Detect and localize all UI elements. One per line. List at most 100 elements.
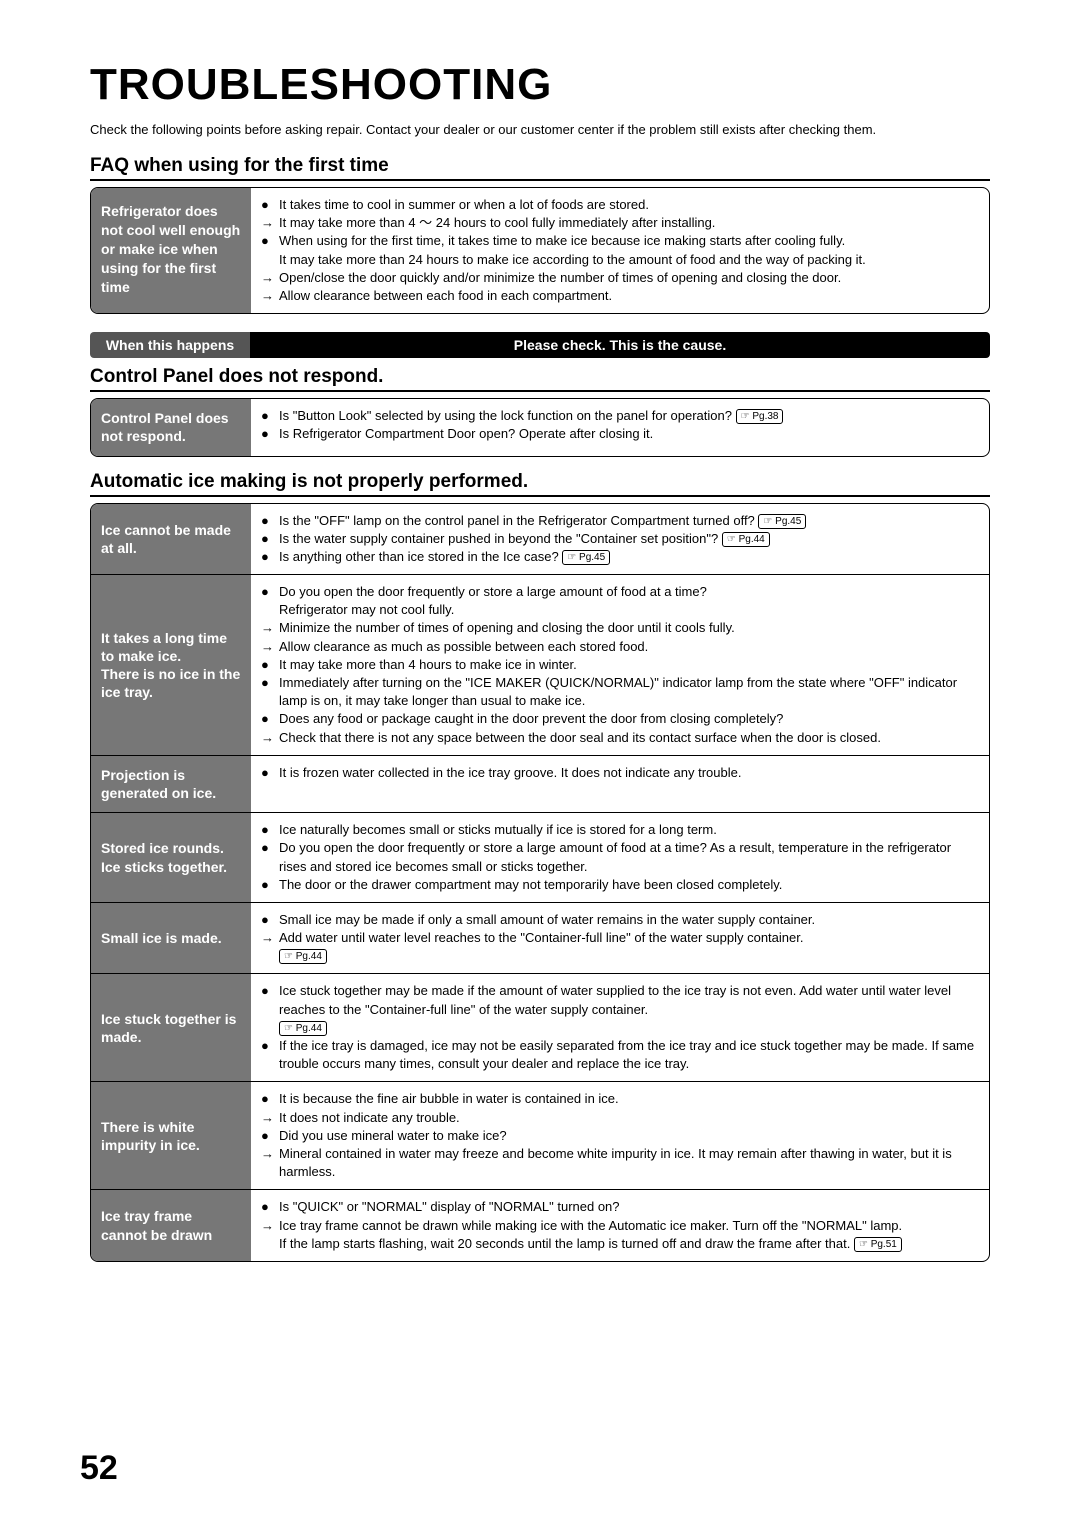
cause-text: Mineral contained in water may freeze an… (279, 1145, 979, 1181)
ice-causes: ●Is the "OFF" lamp on the control panel … (251, 504, 989, 575)
bullet-mark: ● (261, 232, 279, 250)
control-panel-box: Control Panel does not respond. ●Is "But… (90, 398, 990, 456)
cause-text: It may take more than 24 hours to make i… (279, 251, 979, 269)
cp-symptom: Control Panel does not respond. (91, 399, 251, 455)
bullet-mark: ● (261, 512, 279, 530)
cause-text: When using for the first time, it takes … (279, 232, 979, 250)
cause-text: Immediately after turning on the "ICE MA… (279, 674, 979, 710)
cause-text: The door or the drawer compartment may n… (279, 876, 979, 894)
cause-text: Is the water supply container pushed in … (279, 530, 979, 548)
bullet-mark: ● (261, 876, 279, 894)
table-row: Stored ice rounds.Ice sticks together.●I… (91, 812, 989, 902)
bullet-mark: → (261, 269, 279, 287)
cause-text: Allow clearance as much as possible betw… (279, 638, 979, 656)
ice-causes: ●It is because the fine air bubble in wa… (251, 1082, 989, 1189)
page-ref: ☞ Pg.44 (279, 1021, 327, 1036)
table-row: There is white impurity in ice.●It is be… (91, 1081, 989, 1189)
table-row: It takes a long time to make ice.There i… (91, 574, 989, 755)
cause-text: Minimize the number of times of opening … (279, 619, 979, 637)
header-bar: When this happens Please check. This is … (90, 332, 990, 358)
cause-text: Allow clearance between each food in eac… (279, 287, 979, 305)
bullet-mark: ● (261, 1198, 279, 1216)
cause-text: Small ice may be made if only a small am… (279, 911, 979, 929)
page-ref: ☞ Pg.38 (736, 409, 784, 424)
bullet-mark: ● (261, 911, 279, 929)
ice-symptom: Projection is generated on ice. (91, 756, 251, 812)
table-row: Projection is generated on ice.●It is fr… (91, 755, 989, 812)
bullet-mark: → (261, 1217, 279, 1235)
cause-text: Ice tray frame cannot be drawn while mak… (279, 1217, 979, 1235)
ice-causes: ● Do you open the door frequently or stor… (251, 575, 989, 755)
cause-text: Ice naturally becomes small or sticks mu… (279, 821, 979, 839)
cause-text: It may take more than 4 ～ 24 hours to co… (279, 214, 979, 232)
ice-causes: ●Small ice may be made if only a small a… (251, 903, 989, 974)
ice-causes: ●Ice naturally becomes small or sticks m… (251, 813, 989, 902)
cause-text: It is because the fine air bubble in wat… (279, 1090, 979, 1108)
bullet-mark: → (261, 287, 279, 305)
bullet-mark: ● (261, 710, 279, 728)
page-title: TROUBLESHOOTING (90, 60, 990, 110)
table-row: Ice stuck together is made.●Ice stuck to… (91, 973, 989, 1081)
bullet-mark: ● (261, 425, 279, 443)
ice-box: Ice cannot be made at all.●Is the "OFF" … (90, 503, 990, 1262)
bullet-mark: → (261, 619, 279, 637)
cause-text: Do you open the door frequently or store… (279, 839, 979, 875)
page-ref: ☞ Pg.45 (758, 514, 806, 529)
cp-causes: ●Is "Button Look" selected by using the … (251, 399, 989, 455)
page-ref: ☞ Pg.44 (279, 949, 327, 964)
control-panel-heading: Control Panel does not respond. (90, 366, 990, 392)
page-ref: ☞ Pg.44 (722, 532, 770, 547)
bullet-mark: ● (261, 656, 279, 674)
bullet-mark: → (261, 729, 279, 747)
cause-text: Ice stuck together may be made if the am… (279, 982, 979, 1018)
ice-causes: ●Is "QUICK" or "NORMAL" display of "NORM… (251, 1190, 989, 1261)
cause-text: Do you open the door frequently or store… (279, 583, 979, 601)
bullet-mark: ● (261, 982, 279, 1018)
page-ref: ☞ Pg.51 (854, 1237, 902, 1252)
cause-text: It may take more than 4 hours to make ic… (279, 656, 979, 674)
page-ref: ☞ Pg.45 (562, 550, 610, 565)
bullet-mark: ● (261, 1127, 279, 1145)
cause-text: Is the "OFF" lamp on the control panel i… (279, 512, 979, 530)
ice-symptom: Ice tray frame cannot be drawn (91, 1190, 251, 1261)
cause-text: If the ice tray is damaged, ice may not … (279, 1037, 979, 1073)
bullet-mark: → (261, 1109, 279, 1127)
ice-symptom: It takes a long time to make ice.There i… (91, 575, 251, 755)
faq-heading: FAQ when using for the first time (90, 155, 990, 181)
cause-text: It does not indicate any trouble. (279, 1109, 979, 1127)
bullet-mark: ● (261, 196, 279, 214)
ice-symptom: Stored ice rounds.Ice sticks together. (91, 813, 251, 902)
bullet-mark: ● (261, 674, 279, 710)
bullet-mark: → (261, 638, 279, 656)
cause-text: Did you use mineral water to make ice? (279, 1127, 979, 1145)
bullet-mark: ● (261, 407, 279, 425)
page-number: 52 (80, 1449, 118, 1488)
faq-symptom: Refrigerator does not cool well enough o… (91, 188, 251, 313)
ice-symptom: Ice cannot be made at all. (91, 504, 251, 575)
cause-text: Refrigerator may not cool fully. (279, 601, 979, 619)
cause-text: It takes time to cool in summer or when … (279, 196, 979, 214)
bullet-mark: ● (261, 1037, 279, 1073)
cause-text: Is Refrigerator Compartment Door open? O… (279, 425, 979, 443)
header-right: Please check. This is the cause. (250, 332, 990, 358)
table-row: Ice tray frame cannot be drawn●Is "QUICK… (91, 1189, 989, 1261)
faq-causes: ●It takes time to cool in summer or when… (251, 188, 989, 313)
bullet-mark: ● (261, 548, 279, 566)
table-row: Ice cannot be made at all.●Is the "OFF" … (91, 504, 989, 575)
cause-text: Add water until water level reaches to t… (279, 929, 979, 947)
bullet-mark: ● (261, 1090, 279, 1108)
ice-causes: ●Ice stuck together may be made if the a… (251, 974, 989, 1081)
cause-text: Is "Button Look" selected by using the l… (279, 407, 979, 425)
header-left: When this happens (90, 332, 250, 358)
cause-text: Does any food or package caught in the d… (279, 710, 979, 728)
bullet-mark: → (261, 929, 279, 947)
cause-text: Is "QUICK" or "NORMAL" display of "NORMA… (279, 1198, 979, 1216)
cause-text: Check that there is not any space betwee… (279, 729, 979, 747)
bullet-mark: ● (261, 764, 279, 782)
ice-symptom: There is white impurity in ice. (91, 1082, 251, 1189)
ice-symptom: Ice stuck together is made. (91, 974, 251, 1081)
bullet-mark: ● (261, 839, 279, 875)
cause-text: Open/close the door quickly and/or minim… (279, 269, 979, 287)
cause-text: Is anything other than ice stored in the… (279, 548, 979, 566)
ice-heading: Automatic ice making is not properly per… (90, 471, 990, 497)
